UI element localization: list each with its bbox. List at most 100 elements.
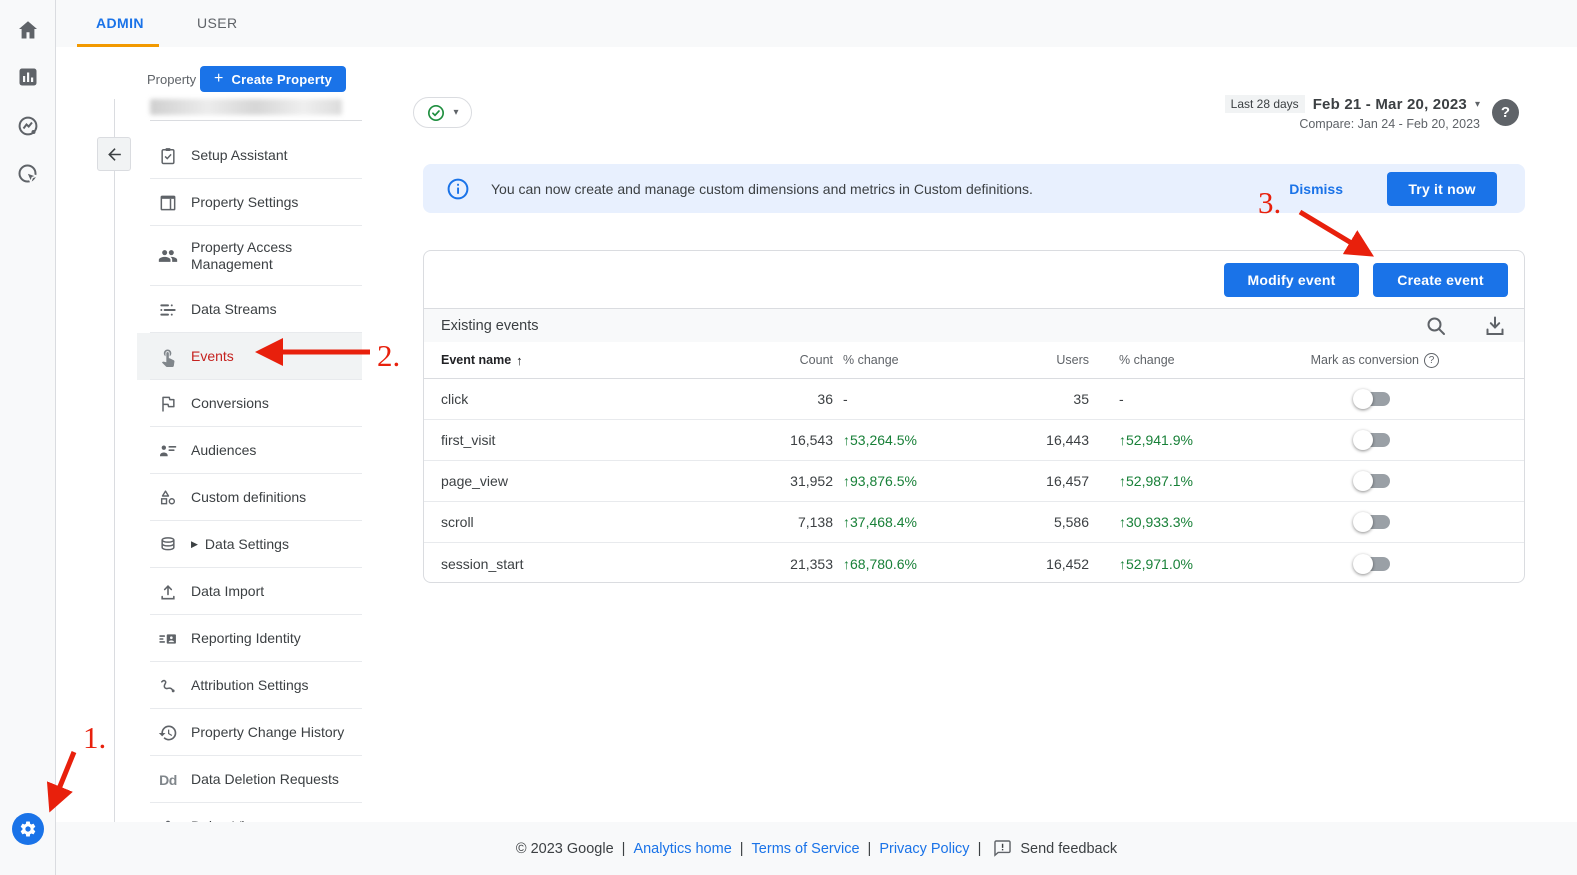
event-name: session_start: [441, 555, 524, 572]
sidebar-item-events[interactable]: Events: [137, 333, 362, 380]
date-range-block: Last 28 days Feb 21 - Mar 20, 2023 ▾ Com…: [1224, 95, 1480, 131]
route-icon: [158, 676, 178, 696]
plus-icon: +: [214, 70, 224, 87]
sidebar-item-data-streams[interactable]: Data Streams: [137, 286, 362, 333]
tab-admin[interactable]: ADMIN: [96, 15, 144, 31]
column-divider: [114, 99, 115, 822]
terms-of-service-link[interactable]: Terms of Service: [751, 840, 860, 857]
event-count: 36: [817, 391, 833, 407]
privacy-policy-link[interactable]: Privacy Policy: [879, 840, 970, 857]
sidebar-item-property-change-history[interactable]: Property Change History: [137, 709, 362, 756]
upload-icon: [158, 582, 178, 602]
dismiss-button[interactable]: Dismiss: [1289, 180, 1343, 197]
column-change[interactable]: % change: [843, 353, 899, 367]
touch-icon: [158, 347, 178, 367]
home-icon[interactable]: [16, 18, 40, 42]
event-change: -: [843, 391, 848, 407]
conversion-toggle[interactable]: [1353, 553, 1390, 574]
sidebar-item-data-import[interactable]: Data Import: [137, 568, 362, 615]
identity-icon: [158, 629, 178, 649]
create-event-button[interactable]: Create event: [1373, 262, 1508, 297]
try-it-now-button[interactable]: Try it now: [1387, 171, 1497, 206]
nav-rail: [0, 0, 56, 875]
collapse-account-column-button[interactable]: [97, 137, 131, 171]
event-users: 16,443: [1046, 432, 1089, 448]
sidebar-item-data-deletion-requests[interactable]: Dd Data Deletion Requests: [137, 756, 362, 803]
dd-icon: Dd: [159, 771, 177, 788]
annotation-step-2: 2.: [377, 338, 400, 373]
flag-icon: [158, 394, 178, 414]
admin-gear-button[interactable]: [12, 813, 44, 845]
date-range-picker[interactable]: Last 28 days Feb 21 - Mar 20, 2023 ▾: [1224, 95, 1480, 113]
event-change: ↑53,264.5%: [843, 432, 917, 448]
property-column-label: Property: [147, 72, 197, 87]
sidebar-item-attribution-settings[interactable]: Attribution Settings: [137, 662, 362, 709]
history-icon: [158, 723, 178, 743]
admin-user-tabstrip: ADMIN USER: [56, 0, 1577, 47]
question-circle-icon[interactable]: ?: [1424, 352, 1439, 368]
help-button[interactable]: ?: [1492, 99, 1519, 126]
event-users-change: ↑52,941.9%: [1119, 432, 1193, 448]
chevron-down-icon: ▾: [453, 107, 459, 118]
expand-caret-icon: ▶: [191, 539, 198, 549]
conversion-toggle[interactable]: [1353, 512, 1390, 532]
date-range-text: Feb 21 - Mar 20, 2023: [1312, 95, 1467, 113]
table-row: click 36 - 35 -: [424, 379, 1524, 420]
modify-event-button[interactable]: Modify event: [1224, 262, 1359, 297]
divider: [150, 120, 362, 121]
sidebar-item-audiences[interactable]: Audiences: [137, 427, 362, 474]
event-change: ↑68,780.6%: [843, 555, 917, 572]
data-status-chip[interactable]: ▾: [413, 97, 472, 128]
table-row: scroll 7,138 ↑37,468.4% 5,586 ↑30,933.3%: [424, 502, 1524, 543]
event-count: 7,138: [797, 514, 833, 530]
event-count: 21,353: [790, 555, 833, 572]
search-icon[interactable]: [1424, 314, 1448, 338]
create-property-button[interactable]: + Create Property: [200, 66, 347, 92]
analytics-home-link[interactable]: Analytics home: [633, 840, 732, 857]
event-users: 35: [1073, 391, 1089, 407]
copyright-text: © 2023 Google: [515, 840, 614, 857]
event-name: click: [441, 391, 469, 407]
column-users[interactable]: Users: [1056, 353, 1089, 367]
sidebar-item-conversions[interactable]: Conversions: [137, 380, 362, 427]
reports-icon[interactable]: [16, 65, 40, 89]
event-change: ↑93,876.5%: [843, 473, 917, 489]
event-users: 16,457: [1046, 473, 1089, 489]
data-streams-icon: [158, 300, 178, 320]
card-actions: Modify event Create event: [424, 251, 1524, 308]
shapes-icon: [158, 488, 178, 508]
tab-user[interactable]: USER: [197, 15, 238, 31]
footer: © 2023 Google | Analytics home | Terms o…: [56, 822, 1577, 875]
download-icon[interactable]: [1483, 314, 1507, 338]
table-title: Existing events: [441, 317, 539, 334]
event-users-change: -: [1119, 391, 1124, 407]
conversion-toggle[interactable]: [1353, 471, 1390, 491]
event-users: 16,452: [1046, 555, 1089, 572]
event-name: page_view: [441, 473, 508, 489]
sidebar-item-property-access-management[interactable]: Property Access Management: [137, 226, 362, 286]
sidebar-item-setup-assistant[interactable]: Setup Assistant: [137, 132, 362, 179]
property-name-redacted: [150, 99, 342, 115]
sidebar-item-reporting-identity[interactable]: Reporting Identity: [137, 615, 362, 662]
table-row: first_visit 16,543 ↑53,264.5% 16,443 ↑52…: [424, 420, 1524, 461]
explore-icon[interactable]: [16, 114, 40, 138]
table-header: Event name ↑ Count % change Users % chang…: [424, 342, 1524, 379]
event-count: 31,952: [790, 473, 833, 489]
sidebar-item-property-settings[interactable]: Property Settings: [137, 179, 362, 226]
advertising-icon[interactable]: [16, 162, 40, 186]
conversion-toggle[interactable]: [1353, 430, 1390, 450]
sort-ascending-icon: ↑: [516, 352, 523, 368]
column-event-name[interactable]: Event name ↑: [441, 352, 523, 368]
table-toolbar: Existing events: [424, 308, 1524, 342]
send-feedback-button[interactable]: Send feedback: [993, 839, 1117, 858]
event-users-change: ↑52,987.1%: [1119, 473, 1193, 489]
sidebar-item-data-settings[interactable]: ▶ Data Settings: [137, 521, 362, 568]
info-banner: You can now create and manage custom dim…: [423, 164, 1525, 213]
column-count[interactable]: Count: [799, 353, 833, 367]
event-count: 16,543: [790, 432, 833, 448]
column-users-change[interactable]: % change: [1119, 353, 1175, 367]
sidebar-item-custom-definitions[interactable]: Custom definitions: [137, 474, 362, 521]
conversion-toggle[interactable]: [1353, 389, 1390, 409]
column-mark-as-conversion: Mark as conversion?: [1284, 352, 1507, 368]
